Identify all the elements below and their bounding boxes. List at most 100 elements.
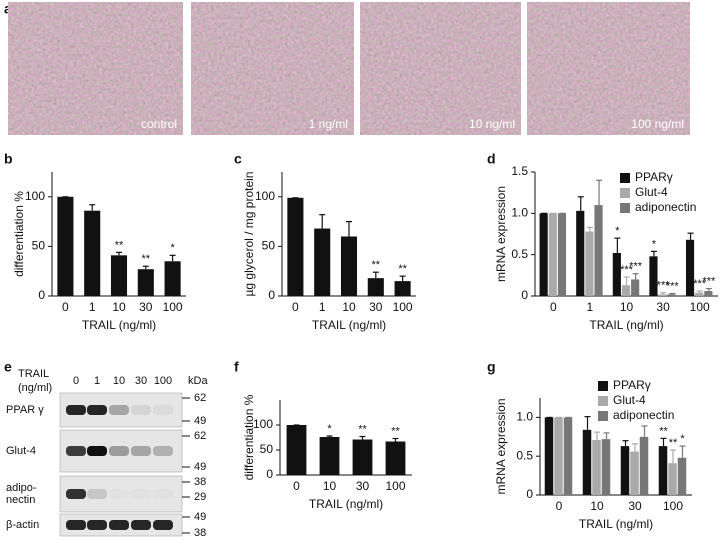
blot-band: [87, 489, 107, 499]
bar: [137, 269, 154, 296]
significance: ***: [702, 275, 716, 287]
x-tick-label: 0: [293, 479, 300, 493]
significance: *: [615, 225, 620, 237]
blot-band: [66, 405, 86, 415]
legend-swatch: [620, 188, 630, 198]
y-tick-label: 100: [255, 189, 275, 203]
lane-label: 0: [73, 375, 79, 387]
blot-band: [131, 405, 151, 415]
blot-band: [66, 520, 86, 530]
marker-label: 49: [194, 511, 206, 523]
y-tick-label: 50: [262, 239, 276, 253]
significance: *: [170, 242, 175, 254]
blot-band: [66, 446, 86, 456]
bar: [612, 253, 621, 296]
bar: [164, 261, 181, 296]
y-tick-label: 1.0: [516, 410, 533, 424]
significance: **: [659, 425, 668, 437]
marker-label: 29: [194, 491, 206, 503]
panel-label: g: [487, 359, 496, 375]
bar: [677, 457, 687, 495]
y-tick-label: 0: [38, 288, 45, 302]
y-axis-label: differentiation %: [242, 394, 256, 480]
legend-label: Glut-4: [613, 393, 646, 407]
x-tick-label: 1: [587, 300, 594, 314]
x-tick-label: 0: [62, 300, 69, 314]
significance: **: [372, 259, 381, 271]
x-tick-label: 10: [342, 300, 356, 314]
bar: [548, 213, 557, 296]
panel-label: c: [234, 151, 242, 167]
x-axis-label: TRAIL (ng/ml): [579, 517, 653, 531]
significance: ***: [629, 261, 643, 273]
bar: [667, 294, 676, 296]
y-axis-label: µg glycerol / mg protein: [242, 172, 256, 297]
y-axis-label: mRNA expression: [494, 186, 508, 282]
legend-label: PPARγ: [635, 170, 673, 184]
y-tick-label: 1.5: [511, 164, 528, 178]
panel-label: f: [234, 359, 239, 375]
legend-label: adiponectin: [613, 408, 674, 422]
significance: **: [391, 425, 400, 437]
x-tick-label: 0: [550, 300, 557, 314]
significance: ***: [693, 278, 707, 290]
significance: **: [115, 239, 124, 251]
bar: [544, 417, 554, 495]
y-tick-label: 0: [268, 288, 275, 302]
blot-band: [153, 405, 173, 415]
bar: [352, 439, 373, 475]
bar: [658, 294, 667, 296]
marker-label: 62: [194, 430, 206, 442]
blot-band: [87, 405, 107, 415]
bar: [367, 278, 384, 296]
bar: [385, 441, 406, 475]
bar: [658, 446, 668, 495]
bar: [563, 417, 573, 495]
x-tick-label: 100: [393, 300, 413, 314]
blot-row-name: Glut-4: [6, 445, 36, 457]
marker-label: 38: [194, 476, 206, 488]
y-tick-label: 0: [526, 487, 533, 501]
legend-label: Glut-4: [635, 185, 668, 199]
blot-band: [87, 446, 107, 456]
bar: [340, 236, 358, 296]
bar: [57, 196, 74, 296]
bar: [630, 451, 639, 495]
panel-label: d: [487, 151, 496, 167]
legend-swatch: [598, 381, 608, 391]
blot-band: [109, 520, 129, 530]
blot-row-name: adipo-: [6, 482, 37, 494]
significance: ***: [620, 264, 634, 276]
x-tick-label: 1: [89, 300, 96, 314]
blot-band: [131, 446, 151, 456]
legend-swatch: [620, 173, 630, 183]
legend-swatch: [598, 396, 608, 406]
legend-label: adiponectin: [635, 200, 696, 214]
blot-band: [109, 489, 129, 499]
bar: [576, 210, 585, 296]
x-axis-label: TRAIL (ng/ml): [82, 318, 156, 332]
y-tick-label: 1.0: [511, 206, 528, 220]
bar: [639, 436, 649, 495]
bar: [585, 231, 594, 296]
significance: **: [358, 423, 367, 435]
bar: [539, 213, 548, 296]
bar: [319, 437, 340, 475]
x-tick-label: 10: [112, 300, 126, 314]
lane-label: 100: [154, 375, 172, 387]
bar: [649, 256, 658, 296]
micrograph-texture: [191, 2, 354, 135]
blot-row-name: β-actin: [6, 519, 39, 531]
x-axis-label: TRAIL (ng/ml): [589, 318, 663, 332]
bar: [685, 239, 695, 296]
significance: **: [398, 263, 407, 275]
blot-band: [131, 489, 151, 499]
x-tick-label: 100: [690, 300, 710, 314]
lane-label: 10: [113, 375, 125, 387]
x-tick-label: 30: [369, 300, 383, 314]
bar: [286, 425, 307, 475]
micrograph-caption: 10 ng/ml: [469, 117, 515, 131]
marker-label: 49: [194, 415, 206, 427]
x-tick-label: 30: [356, 479, 370, 493]
